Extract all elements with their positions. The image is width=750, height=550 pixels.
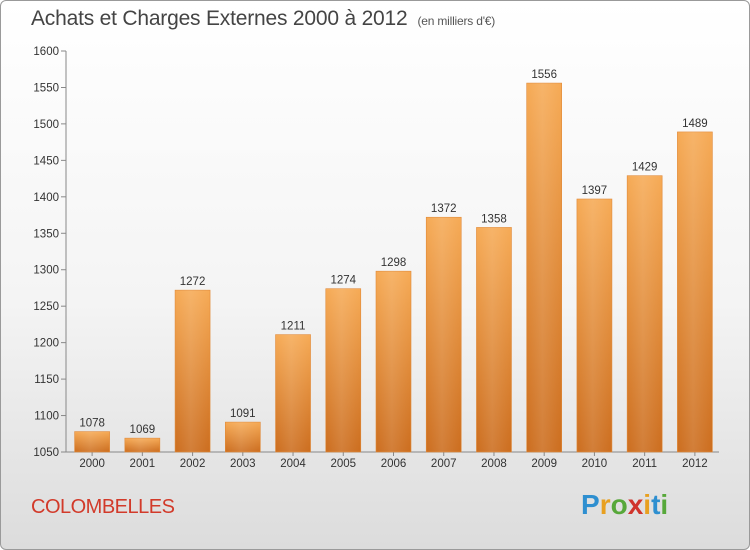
x-tick-label-2012: 2012 (682, 458, 708, 470)
logo-letter-1: P (581, 489, 600, 520)
y-tick-label: 1600 (33, 46, 59, 58)
bar-highlight (677, 131, 713, 453)
value-label-2009: 1556 (531, 69, 557, 81)
chart-title: Achats et Charges Externes 2000 à 2012 (e… (31, 7, 495, 31)
chart-unit: (en milliers d'€) (417, 14, 496, 28)
y-tick-label: 1450 (33, 155, 59, 167)
bar-highlight (476, 227, 512, 452)
bar-highlight (275, 334, 311, 452)
x-tick-label-2002: 2002 (180, 458, 206, 470)
x-tick-label-2000: 2000 (79, 458, 105, 470)
chart-title-text: Achats et Charges Externes 2000 à 2012 (31, 7, 408, 30)
bar-highlight (74, 431, 110, 452)
bar-highlight (576, 199, 612, 452)
y-tick-label: 1350 (33, 228, 59, 240)
y-tick-label: 1050 (33, 447, 59, 459)
x-tick-label-2004: 2004 (280, 458, 306, 470)
logo-letter-5: i (643, 489, 652, 520)
bar-highlight (225, 422, 261, 452)
bars: 1078 1069 1272 1091 1211 1274 1298 1372 1358 1556… (74, 69, 713, 453)
logo-letter-2: r (599, 489, 611, 520)
x-tick-label-2007: 2007 (431, 458, 457, 470)
y-tick-label: 1500 (33, 119, 59, 131)
x-tick-label-2010: 2010 (582, 458, 608, 470)
logo-letter-3: o (610, 489, 628, 520)
value-label-2011: 1429 (632, 162, 658, 174)
y-tick-label: 1550 (33, 82, 59, 94)
y-tick-label: 1100 (34, 411, 59, 423)
y-tick-label: 1200 (33, 338, 59, 350)
bar-highlight (124, 438, 160, 452)
proxiti-logo: Proxiti (581, 489, 668, 521)
value-label-2012: 1489 (682, 118, 708, 130)
x-tick-label-2005: 2005 (330, 458, 356, 470)
x-tick-label-2006: 2006 (381, 458, 407, 470)
value-label-2000: 1078 (79, 418, 105, 430)
bar-highlight (426, 217, 462, 452)
bar-highlight (175, 290, 211, 452)
bar-highlight (325, 288, 361, 452)
value-label-2006: 1298 (381, 257, 407, 269)
value-label-2003: 1091 (230, 408, 256, 420)
value-label-2005: 1274 (330, 275, 356, 287)
x-tick-label-2003: 2003 (230, 458, 256, 470)
logo-letter-7: i (660, 489, 669, 520)
logo-letter-4: x (627, 489, 644, 520)
bar-highlight (627, 175, 663, 452)
value-label-2002: 1272 (180, 276, 206, 288)
y-tick-label: 1400 (33, 192, 59, 204)
value-label-2001: 1069 (130, 424, 156, 436)
y-tick-label: 1300 (33, 265, 59, 277)
bar-highlight (526, 83, 562, 452)
value-label-2010: 1397 (582, 185, 608, 197)
value-label-2007: 1372 (431, 203, 457, 215)
x-tick-label-2001: 2001 (130, 458, 156, 470)
x-tick-label-2008: 2008 (481, 458, 507, 470)
x-tick-label-2009: 2009 (531, 458, 557, 470)
logo-letter-6: t (651, 489, 661, 520)
value-label-2008: 1358 (481, 213, 507, 225)
bar-highlight (376, 271, 411, 452)
y-tick-label: 1250 (33, 301, 59, 313)
value-label-2004: 1211 (281, 321, 306, 333)
x-tick-label-2011: 2011 (632, 458, 657, 470)
place-name: COLOMBELLES (31, 496, 175, 518)
y-tick-label: 1150 (34, 374, 59, 386)
